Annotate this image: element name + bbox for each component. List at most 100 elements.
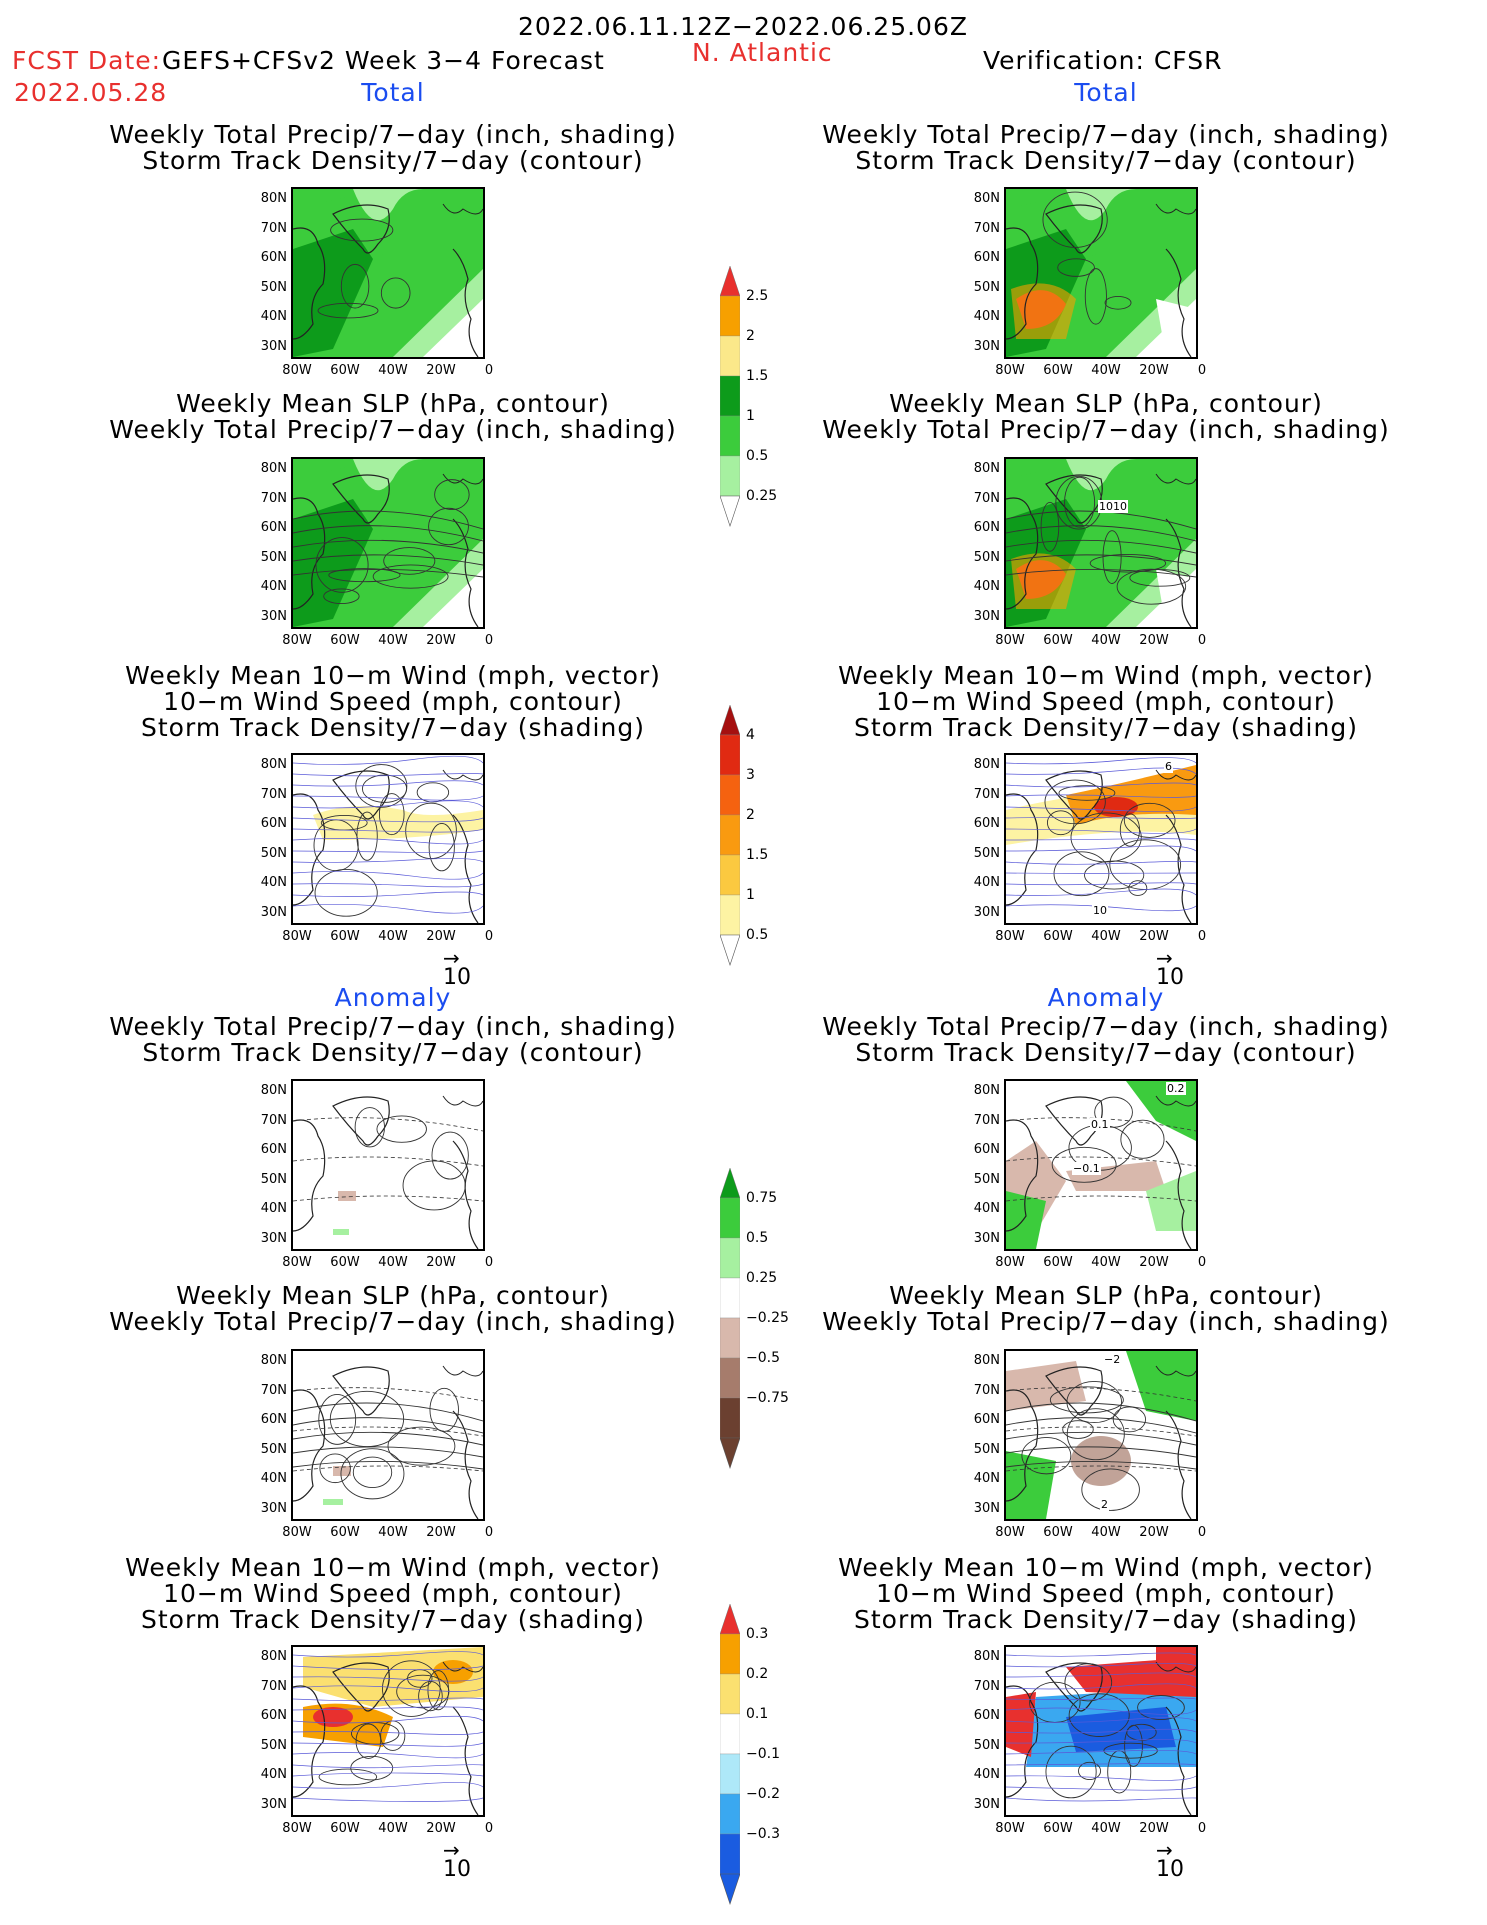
lat-tick-label: 80N — [260, 461, 287, 476]
map-plot — [293, 1647, 483, 1815]
title-line: 10−m Wind Speed (mph, contour) — [876, 1579, 1336, 1608]
lon-tick-label: 60W — [330, 929, 360, 944]
lat-tick-label: 50N — [973, 1171, 1000, 1187]
colorbar-label: 0.2 — [746, 1666, 769, 1682]
lat-tick-label: 80N — [973, 1083, 1000, 1098]
lon-tick-label: 40W — [378, 1821, 408, 1836]
title-line: 10−m Wind Speed (mph, contour) — [163, 687, 623, 716]
panel-r4-L-title: Weekly Total Precip/7−day (inch, shading… — [109, 1014, 677, 1066]
colorbar-label: 0.25 — [746, 488, 778, 504]
lon-tick-label: 80W — [995, 1525, 1025, 1540]
contour-label: 0.1 — [1090, 1118, 1110, 1131]
lon-tick-label: 60W — [1043, 1821, 1073, 1836]
map-plot — [293, 755, 483, 923]
contour-label: −0.1 — [1072, 1162, 1101, 1175]
title-line: Storm Track Density/7−day (shading) — [854, 1605, 1358, 1634]
panel-r4-L-map — [291, 1079, 485, 1251]
colorbar-label: 1 — [746, 408, 755, 424]
lat-tick-label: 70N — [973, 1678, 1000, 1694]
title-line: Storm Track Density/7−day (contour) — [142, 1038, 644, 1067]
panel-r2-R-title: Weekly Mean SLP (hPa, contour) Weekly Tot… — [822, 391, 1390, 443]
section-anomaly-left: Anomaly — [334, 983, 452, 1012]
lat-tick-label: 50N — [260, 279, 287, 295]
panel-r4-R-map — [1004, 1079, 1198, 1251]
colorbar-label: 0.5 — [746, 448, 769, 464]
colorbar-label: 2 — [746, 807, 755, 823]
lat-tick-label: 80N — [260, 757, 287, 772]
lat-tick-label: 80N — [260, 1083, 287, 1098]
panel-r3-R-map — [1004, 753, 1198, 925]
lat-tick-label: 60N — [973, 520, 1000, 535]
lon-tick-label: 20W — [426, 363, 456, 378]
panel-r3-L-title: Weekly Mean 10−m Wind (mph, vector) 10−m … — [125, 663, 661, 741]
lat-tick-label: 60N — [260, 250, 287, 265]
lon-tick-label: 0 — [1197, 929, 1207, 944]
panel-r3-R-title: Weekly Mean 10−m Wind (mph, vector) 10−m … — [838, 663, 1374, 741]
map-plot — [1006, 1351, 1196, 1519]
title-line: Weekly Total Precip/7−day (inch, shading… — [109, 415, 677, 444]
colorbar-label: 1 — [746, 887, 755, 903]
panel-r5-L-map — [291, 1349, 485, 1521]
panel-r6-R-title: Weekly Mean 10−m Wind (mph, vector) 10−m … — [838, 1555, 1374, 1633]
lon-tick-label: 20W — [1139, 363, 1169, 378]
title-line: Storm Track Density/7−day (contour) — [855, 1038, 1357, 1067]
lon-tick-label: 80W — [282, 1821, 312, 1836]
colorbar-swatches — [719, 1603, 741, 1905]
colorbar-label: −0.1 — [746, 1746, 780, 1762]
lat-tick-label: 80N — [973, 191, 1000, 206]
title-line: Weekly Mean SLP (hPa, contour) — [889, 1281, 1323, 1310]
map-plot — [293, 1365, 483, 1519]
colorbar-label: 0.75 — [746, 1190, 778, 1206]
title-line: Weekly Total Precip/7−day (inch, shading… — [109, 120, 677, 149]
colorbar-label: 1.5 — [746, 847, 769, 863]
arrow-icon: → — [443, 1838, 460, 1862]
panel-r5-L-title: Weekly Mean SLP (hPa, contour) Weekly Tot… — [109, 1283, 677, 1335]
lon-tick-label: 0 — [1197, 363, 1207, 378]
title-line: Weekly Total Precip/7−day (inch, shading… — [822, 1012, 1390, 1041]
vector-reference-arrow: → 10 — [443, 946, 471, 990]
lon-tick-label: 0 — [1197, 633, 1207, 648]
title-line: Weekly Mean 10−m Wind (mph, vector) — [838, 661, 1374, 690]
section-anomaly-right: Anomaly — [1047, 983, 1165, 1012]
lat-tick-label: 30N — [973, 1796, 1000, 1812]
lon-tick-label: 60W — [1043, 363, 1073, 378]
colorbar-label: 3 — [746, 767, 755, 783]
lat-tick-label: 60N — [973, 1142, 1000, 1157]
title-line: Storm Track Density/7−day (shading) — [854, 713, 1358, 742]
colorbar-label: 0.1 — [746, 1706, 769, 1722]
arrow-icon: → — [443, 946, 460, 970]
lat-tick-label: 30N — [260, 1500, 287, 1516]
colorbar-storm: 4 3 2 1.5 1 0.5 — [719, 704, 768, 979]
colorbar-label: 2 — [746, 328, 755, 344]
contour-label: −2 — [1103, 1353, 1122, 1366]
map-plot — [293, 189, 483, 357]
lat-tick-label: 40N — [973, 309, 1000, 324]
lat-tick-label: 70N — [260, 220, 287, 236]
lon-tick-label: 40W — [1091, 1525, 1121, 1540]
lat-tick-label: 30N — [973, 904, 1000, 920]
lat-tick-label: 30N — [260, 338, 287, 354]
lat-tick-label: 40N — [260, 309, 287, 324]
lon-tick-label: 40W — [378, 363, 408, 378]
vector-reference-arrow: → 10 — [1156, 948, 1184, 990]
panel-r3-L-map — [291, 753, 485, 925]
lon-tick-label: 80W — [995, 1821, 1025, 1836]
lon-tick-label: 20W — [426, 633, 456, 648]
lon-tick-label: 80W — [995, 1255, 1025, 1270]
lon-tick-label: 20W — [426, 1525, 456, 1540]
colorbar-label: 2.5 — [746, 288, 769, 304]
lon-tick-label: 60W — [1043, 929, 1073, 944]
lat-tick-label: 40N — [260, 579, 287, 594]
title-line: Storm Track Density/7−day (contour) — [855, 146, 1357, 175]
colorbar-label: 4 — [746, 727, 755, 743]
colorbar-label: −0.2 — [746, 1786, 780, 1802]
vector-ref-value: 10 — [443, 1857, 471, 1882]
panel-r6-L-map — [291, 1645, 485, 1817]
lat-tick-label: 50N — [973, 549, 1000, 565]
lon-tick-label: 20W — [1139, 929, 1169, 944]
lon-tick-label: 60W — [330, 633, 360, 648]
lat-tick-label: 40N — [260, 1471, 287, 1486]
lat-tick-label: 50N — [973, 279, 1000, 295]
lon-tick-label: 20W — [1139, 1255, 1169, 1270]
lat-tick-label: 80N — [973, 461, 1000, 476]
